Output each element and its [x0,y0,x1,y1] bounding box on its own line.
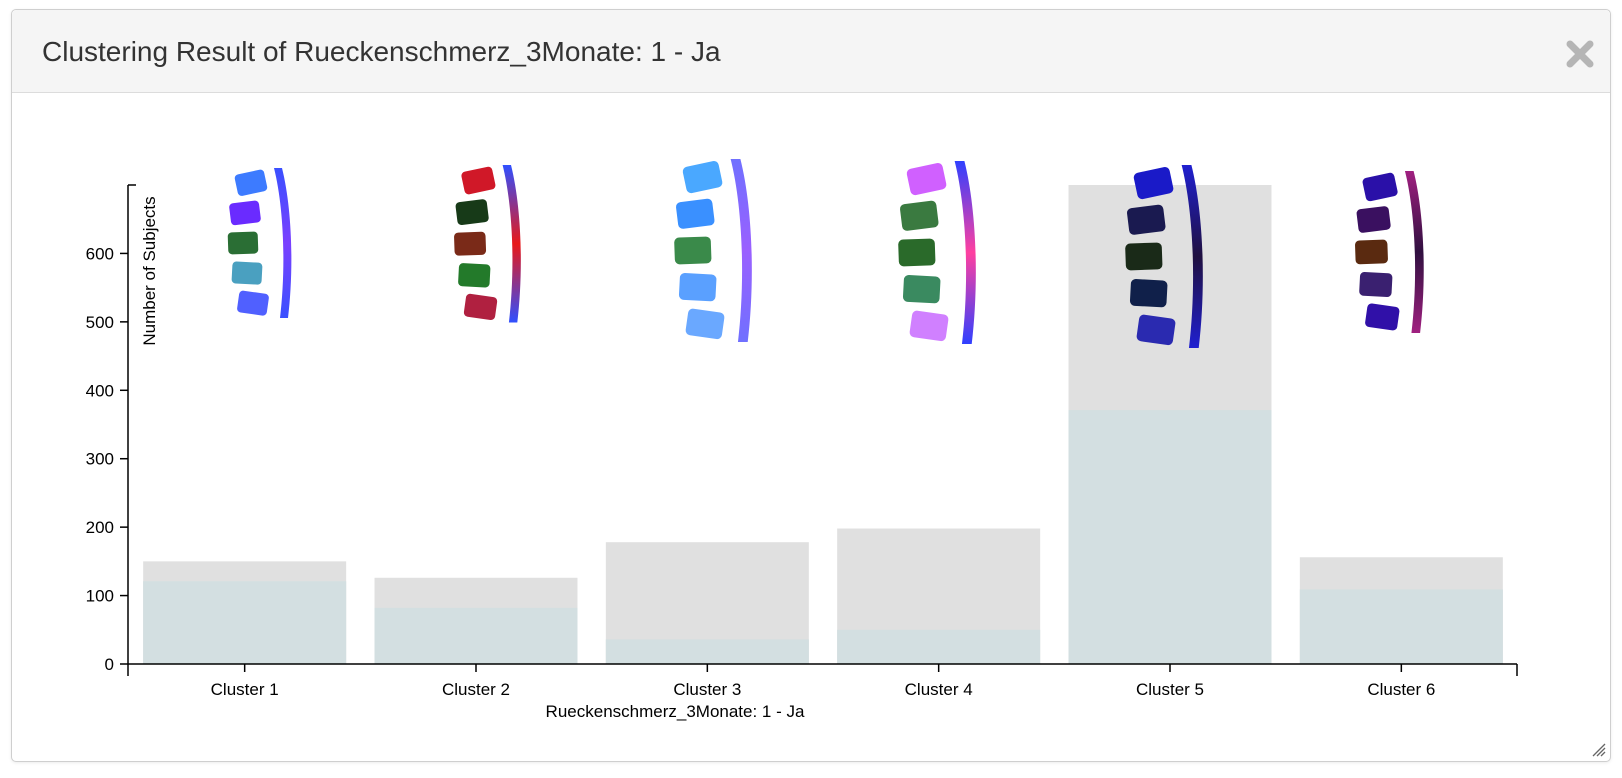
bar-subset-2[interactable] [374,607,578,664]
close-button[interactable] [1562,36,1598,72]
bar-subset-6[interactable] [1299,589,1503,664]
y-tick-label-200: 200 [86,518,114,537]
cluster-dialog: Clustering Result of Rueckenschmerz_3Mon… [11,9,1611,762]
y-tick-label-100: 100 [86,587,114,606]
dialog-header: Clustering Result of Rueckenschmerz_3Mon… [12,10,1610,93]
spine-glyph-5 [1125,165,1203,348]
resize-grip-icon [1592,743,1606,757]
y-axis-label: Number of Subjects [140,196,159,345]
x-tick-label-4: Cluster 4 [905,680,973,699]
spine-glyph-6 [1355,171,1424,333]
spine-glyph-2 [454,165,521,323]
y-tick-label-0: 0 [105,655,114,674]
x-axis-label: Rueckenschmerz_3Monate: 1 - Ja [546,702,805,721]
resize-grip[interactable] [1590,741,1606,757]
spine-glyphs-group [227,159,1424,348]
x-tick-label-1: Cluster 1 [211,680,279,699]
x-tick-label-6: Cluster 6 [1367,680,1435,699]
bar-subset-4[interactable] [837,629,1041,664]
y-tick-label-300: 300 [86,450,114,469]
bar-subset-3[interactable] [605,639,809,664]
spine-glyph-1 [227,168,292,318]
y-tick-label-600: 600 [86,244,114,263]
close-icon [1566,40,1594,68]
bars-group [143,185,1503,664]
spine-glyph-4 [898,161,976,344]
x-tick-label-3: Cluster 3 [673,680,741,699]
bar-subset-5[interactable] [1068,410,1272,664]
y-tick-label-400: 400 [86,381,114,400]
dialog-title: Clustering Result of Rueckenschmerz_3Mon… [42,36,721,67]
spine-glyph-3 [674,159,752,342]
axes-group: 0 100 200 300 400 500 600 Cluster 1 Cluster 2 Clu… [86,184,1518,721]
chart-area: 0 100 200 300 400 500 600 Cluster 1 Cluster 2 Clu… [12,93,1608,764]
x-tick-label-5: Cluster 5 [1136,680,1204,699]
bar-subset-1[interactable] [143,581,347,664]
y-tick-label-500: 500 [86,313,114,332]
x-tick-label-2: Cluster 2 [442,680,510,699]
cluster-bar-chart: 0 100 200 300 400 500 600 Cluster 1 Cluster 2 Clu… [86,159,1518,721]
